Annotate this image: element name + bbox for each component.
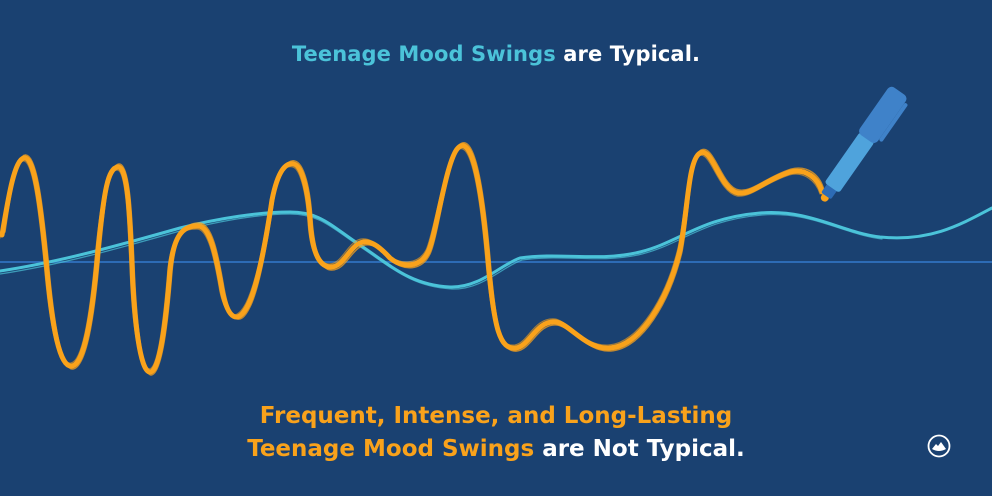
footline-line1: Frequent, Intense, and Long-Lasting	[259, 403, 733, 429]
footline-line2: Teenage Mood Swings are Not Typical.	[0, 433, 992, 466]
footline: Frequent, Intense, and Long-Lasting Teen…	[0, 400, 992, 466]
marker-pen-icon	[820, 86, 908, 202]
headline-rest: are Typical.	[555, 42, 701, 66]
headline: Teenage Mood Swings are Typical.	[0, 42, 992, 66]
typical-mood-line	[0, 206, 992, 290]
footline-rest: are Not Typical.	[534, 436, 745, 462]
mountain-circle-logo-icon	[927, 434, 951, 458]
headline-highlight: Teenage Mood Swings	[291, 42, 556, 66]
footline-highlight: Teenage Mood Swings	[247, 436, 535, 462]
intense-mood-line	[0, 142, 825, 376]
